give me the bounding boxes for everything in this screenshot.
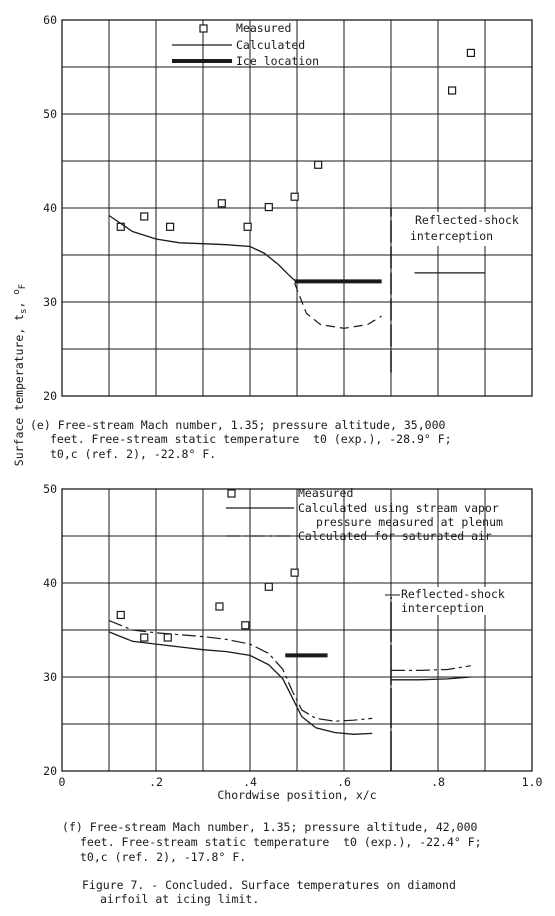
caption-e-line3: t0,c (ref. 2), -22.8° F. [50,447,217,461]
pe-y-tick-label: 30 [43,295,57,309]
pe-legend-marker-measured [199,24,208,33]
pf-x-tick-label: .8 [431,775,445,789]
pf-calculated-plenum-after-shock-line [391,676,471,681]
pf-x-tick-label: 1.0 [522,775,543,789]
pf-x-tick-label: .2 [149,775,163,789]
figure-caption-line1: Figure 7. - Concluded. Surface temperatu… [82,878,456,892]
pe-legend-label-measured: Measured [236,21,291,35]
pe-measured-point [166,222,175,231]
pf-x-tick-label: .4 [243,775,257,789]
y-axis-title-unit-degree: o [12,289,22,294]
pe-annotation-bg [412,212,528,246]
caption-f-line1: (f) Free-stream Mach number, 1.35; press… [62,820,478,834]
pe-plot-frame [61,19,533,397]
pe-annotation-line1: Reflected-shock [415,213,519,227]
pe-y-tick-label: 50 [43,107,57,121]
pe-measured-point [116,222,125,231]
pf-y-tick-label: 20 [43,764,57,778]
y-axis-title-unit-sep: , [12,295,26,309]
pe-measured-point [466,48,475,58]
caption-e-line2: feet. Free-stream static temperature t0 … [50,432,452,446]
pe-measured-point [217,199,226,208]
pf-measured-point [290,568,299,577]
pe-calculated-line [108,214,296,281]
chart-panel-e: 20 30 40 50 60 Measured Calculated Ice location… [43,13,533,403]
pf-calculated-plenum-line [108,631,373,735]
pe-measured-point [290,192,299,201]
pe-measured-point [140,212,149,221]
pf-legend-label-saturated: Calculated for saturated air [298,529,492,543]
pf-annotation-line1: Reflected-shock [401,587,505,601]
caption-f-line3: t0,c (ref. 2), -17.8° F. [80,850,247,864]
pf-measured-point [140,633,149,642]
pf-legend-label-plenum-2: pressure measured at plenum [316,515,503,529]
pf-measured-point [215,602,224,611]
pe-y-tick-label: 40 [43,201,57,215]
pe-y-tick-label: 60 [43,13,57,27]
pf-x-axis-title: Chordwise position, x/c [217,788,376,802]
pe-y-tick-label: 20 [43,389,57,403]
pe-measured-point [448,86,457,95]
pf-measured-point [241,621,250,630]
pf-measured-point [163,633,172,642]
chart-panel-f: 20 30 40 50 0 .2 .4 .6 .8 1.0 Chordwise position, … [43,482,542,802]
pe-legend-label-ice: Ice location [236,54,319,68]
figure-caption-line2: airfoil at icing limit. [100,892,260,906]
pe-measured-point [264,202,273,212]
pe-legend-label-calculated: Calculated [236,38,305,52]
y-axis-title: Surface temperature, ts, oF [12,284,29,466]
pe-measured-point [243,222,252,231]
pf-legend-label-plenum-1: Calculated using stream vapor [298,501,499,515]
pf-y-tick-label: 50 [43,482,57,496]
pf-annotation-bg [392,587,520,615]
pe-calculated-dashed-line [294,282,382,329]
y-axis-title-text: Surface temperature, t [12,314,26,466]
caption-e-line1: (e) Free-stream Mach number, 1.35; press… [30,418,446,432]
pf-calculated-saturated-after-shock-line [391,665,471,671]
pf-y-tick-label: 30 [43,670,57,684]
pf-measured-point [116,610,125,620]
pf-y-tick-label: 40 [43,576,57,590]
pf-annotation-line2: interception [401,601,484,615]
pf-x-tick-label: .6 [337,775,351,789]
pe-measured-point [314,160,323,169]
pf-plot-frame [61,488,533,772]
pe-annotation-line2: interception [410,229,493,243]
pf-legend-label-measured: Measured [298,486,353,500]
y-axis-title-unit-f: F [18,284,28,289]
pf-calculated-saturated-line [108,620,373,722]
caption-f-line2: feet. Free-stream static temperature t0 … [80,835,482,849]
pf-legend-marker-measured [227,489,236,498]
pf-x-tick-label: 0 [59,775,66,789]
y-axis-title-subscript: s [19,308,29,313]
pf-measured-point [264,582,273,591]
